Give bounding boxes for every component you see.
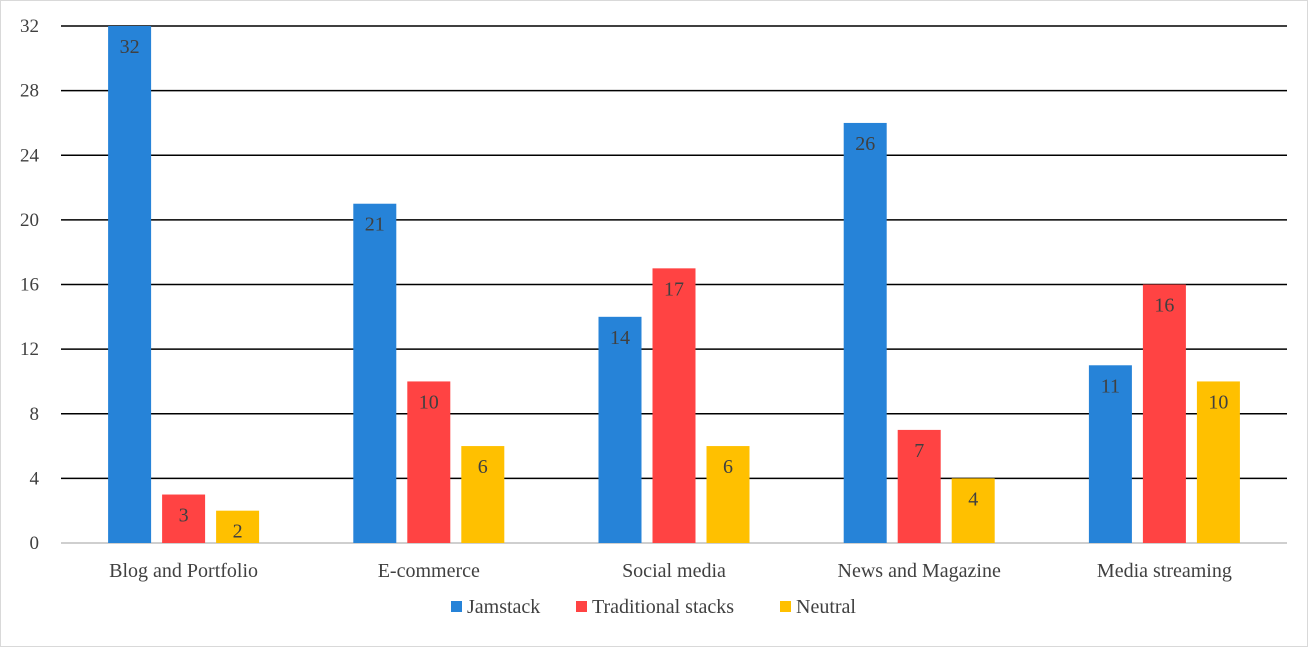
- y-tick-label: 28: [20, 81, 39, 102]
- legend-label: Jamstack: [467, 596, 540, 618]
- bar: [951, 478, 995, 543]
- legend-label: Traditional stacks: [592, 596, 734, 618]
- x-category-label: Media streaming: [1097, 560, 1232, 582]
- legend: Jamstack Traditional stacks Neutral: [451, 596, 856, 618]
- data-label: 26: [855, 133, 875, 155]
- data-label: 10: [1208, 391, 1228, 413]
- legend-swatch: [780, 601, 791, 612]
- data-label: 4: [968, 488, 978, 510]
- bar: [1196, 381, 1240, 543]
- bar: [843, 122, 887, 543]
- y-tick-label: 8: [30, 404, 40, 425]
- y-tick-label: 4: [30, 468, 40, 489]
- legend-swatch: [576, 601, 587, 612]
- data-label: 11: [1101, 375, 1120, 397]
- x-category-label: News and Magazine: [838, 560, 1001, 582]
- bar: [461, 446, 505, 543]
- bar: [1088, 365, 1132, 543]
- data-label: 21: [365, 214, 385, 236]
- data-label: 6: [723, 456, 733, 478]
- data-label: 10: [419, 391, 439, 413]
- x-axis-categories: Blog and Portfolio E-commerce Social media…: [109, 560, 1232, 582]
- y-tick-label: 24: [20, 145, 40, 166]
- data-label: 3: [179, 505, 189, 527]
- bar: [108, 26, 152, 543]
- bar: [407, 381, 451, 543]
- bar: [216, 510, 260, 543]
- data-label: 2: [233, 521, 243, 543]
- bar: [598, 316, 642, 543]
- data-label: 32: [120, 36, 140, 58]
- y-tick-label: 16: [20, 275, 39, 296]
- legend-swatch: [451, 601, 462, 612]
- legend-label: Neutral: [796, 596, 856, 618]
- bar: [353, 203, 397, 543]
- y-tick-label: 0: [30, 533, 40, 554]
- data-label: 17: [664, 278, 684, 300]
- data-label: 6: [478, 456, 488, 478]
- bar: [162, 494, 206, 543]
- x-category-label: Blog and Portfolio: [109, 560, 258, 582]
- bar: [897, 429, 941, 543]
- y-tick-label: 20: [20, 210, 39, 231]
- y-axis-ticks: 0 4 8 12 16 20 24 28 32: [20, 16, 40, 554]
- data-label: 16: [1154, 295, 1174, 317]
- bar: [706, 446, 750, 543]
- data-label: 14: [610, 327, 630, 349]
- x-category-label: Social media: [622, 560, 726, 582]
- y-tick-label: 12: [20, 339, 39, 360]
- data-label: 7: [914, 440, 924, 462]
- y-tick-label: 32: [20, 16, 39, 37]
- bar: [652, 268, 696, 543]
- x-category-label: E-commerce: [378, 560, 480, 582]
- bar: [1142, 284, 1186, 543]
- bars: [108, 26, 1240, 543]
